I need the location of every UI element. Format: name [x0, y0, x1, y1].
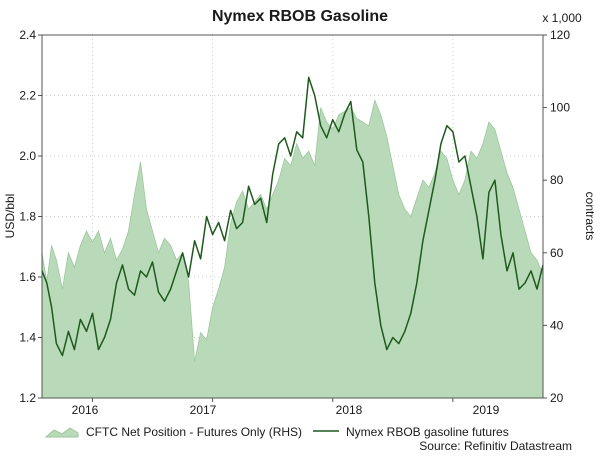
right-tick-label-4: 100 — [550, 101, 570, 115]
right-tick-label-0: 20 — [550, 391, 564, 405]
left-tick-label-0: 1.2 — [19, 391, 36, 405]
left-axis-label: USD/bbl — [3, 194, 17, 239]
right-tick-label-2: 60 — [550, 246, 564, 260]
right-axis-unit-note: x 1,000 — [542, 11, 582, 25]
x-tick-label-2: 2018 — [336, 403, 363, 417]
left-tick-label-6: 2.4 — [19, 28, 36, 42]
left-tick-label-3: 1.8 — [19, 210, 36, 224]
right-tick-label-1: 40 — [550, 318, 564, 332]
left-tick-label-1: 1.4 — [19, 331, 36, 345]
x-axis-ticks: 2016 2017 2018 2019 — [72, 398, 500, 417]
source-note: Source: Refinitiv Datastream — [419, 439, 572, 453]
line-rbob-futures — [41, 76, 544, 357]
right-tick-label-3: 80 — [550, 173, 564, 187]
legend-swatch-area — [44, 427, 79, 438]
area-cftc-net-position — [41, 98, 544, 399]
area-series — [41, 98, 544, 399]
right-axis-ticks: 20 40 60 80 100 120 — [543, 28, 570, 405]
legend-label-area: CFTC Net Position - Futures Only (RHS) — [86, 425, 302, 439]
legend-item-line: Nymex RBOB gasoline futures — [313, 425, 509, 439]
left-tick-label-2: 1.6 — [19, 270, 36, 284]
left-tick-label-4: 2.0 — [19, 149, 36, 163]
left-axis-ticks: 1.2 1.4 1.6 1.8 2.0 2.2 2.4 — [19, 28, 42, 405]
legend-item-area: CFTC Net Position - Futures Only (RHS) — [44, 425, 302, 439]
x-tick-label-0: 2016 — [72, 403, 99, 417]
left-tick-label-5: 2.2 — [19, 89, 36, 103]
legend-label-line: Nymex RBOB gasoline futures — [346, 425, 509, 439]
grid — [42, 35, 543, 398]
x-tick-label-3: 2019 — [473, 403, 500, 417]
right-tick-label-5: 120 — [550, 28, 570, 42]
line-series — [41, 76, 544, 357]
x-tick-label-1: 2017 — [190, 403, 217, 417]
legend: CFTC Net Position - Futures Only (RHS) N… — [44, 425, 509, 439]
chart-title: Nymex RBOB Gasoline — [212, 8, 388, 25]
right-axis-label: contracts — [583, 192, 597, 241]
